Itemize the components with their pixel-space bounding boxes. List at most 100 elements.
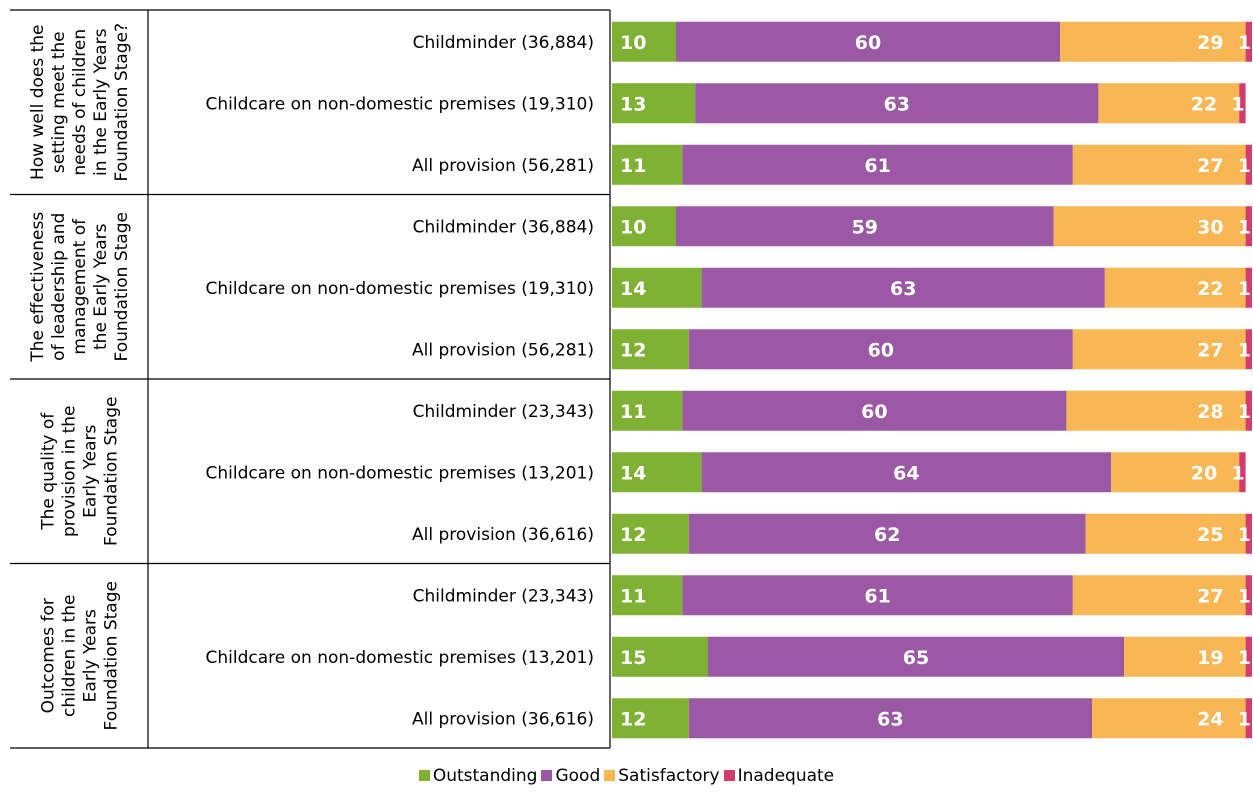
row-label: Childminder (36,884) bbox=[413, 217, 594, 237]
bar-segment-inadequate bbox=[1245, 144, 1252, 185]
legend-label: Inadequate bbox=[737, 766, 835, 786]
bar-segment-inadequate bbox=[1245, 206, 1252, 247]
row-label: All provision (56,281) bbox=[412, 156, 594, 176]
data-label: 1 bbox=[1238, 585, 1251, 607]
data-label: 12 bbox=[620, 708, 646, 730]
data-label: 12 bbox=[620, 524, 646, 546]
data-label: 27 bbox=[1197, 339, 1223, 361]
bar-segment-inadequate bbox=[1245, 21, 1252, 62]
data-label: 29 bbox=[1197, 32, 1223, 54]
data-label: 24 bbox=[1197, 708, 1223, 730]
group-label: Outcomes forchildren in theEarly YearsFo… bbox=[39, 581, 122, 730]
legend-item: Satisfactory bbox=[604, 766, 720, 786]
data-label: 11 bbox=[620, 155, 646, 177]
data-label: 20 bbox=[1191, 462, 1217, 484]
bar-segment-outstanding bbox=[612, 267, 702, 308]
data-label: 1 bbox=[1231, 462, 1244, 484]
group-label-line: Outcomes for bbox=[39, 598, 59, 713]
bar-segment-outstanding bbox=[612, 513, 689, 554]
data-label: 1 bbox=[1238, 524, 1251, 546]
bar-segment-satisfactory bbox=[1060, 21, 1246, 62]
chart-legend: Outstanding Good Satisfactory Inadequate bbox=[0, 766, 1253, 793]
legend-item: Good bbox=[541, 766, 600, 786]
group-label-line: needs of children bbox=[70, 29, 90, 176]
bar-segment-outstanding bbox=[612, 452, 702, 493]
group-label-line: of leadership and bbox=[49, 213, 69, 361]
bar-segment-good bbox=[682, 575, 1073, 616]
data-label: 64 bbox=[893, 462, 919, 484]
bar-segment-good bbox=[682, 390, 1067, 431]
bar-segment-outstanding bbox=[612, 206, 676, 247]
bar-segment-inadequate bbox=[1245, 513, 1252, 554]
group-label-line: the Early Years bbox=[91, 223, 111, 350]
bar-segment-satisfactory bbox=[1066, 390, 1246, 431]
legend-item: Outstanding bbox=[418, 766, 538, 786]
row-label: All provision (36,616) bbox=[412, 525, 594, 545]
bar-segment-good bbox=[701, 452, 1112, 493]
data-label: 1 bbox=[1231, 93, 1244, 115]
bar-segment-good bbox=[682, 144, 1073, 185]
bar-segment-inadequate bbox=[1245, 390, 1252, 431]
bar-segment-inadequate bbox=[1239, 452, 1246, 493]
group-label-line: management of bbox=[70, 218, 90, 355]
data-label: 22 bbox=[1191, 93, 1217, 115]
row-label: Childcare on non-domestic premises (19,3… bbox=[206, 94, 594, 114]
bar-segment-satisfactory bbox=[1098, 83, 1240, 124]
bar-segment-outstanding bbox=[612, 329, 689, 370]
data-label: 1 bbox=[1238, 155, 1251, 177]
data-label: 15 bbox=[620, 647, 646, 669]
bar-segment-inadequate bbox=[1239, 83, 1246, 124]
legend-label: Good bbox=[555, 766, 601, 786]
row-label: Childminder (36,884) bbox=[413, 33, 594, 53]
data-label: 1 bbox=[1238, 278, 1251, 300]
data-label: 1 bbox=[1238, 216, 1251, 238]
group-label-line: Early Years bbox=[81, 425, 101, 518]
bar-segment-satisfactory bbox=[1072, 144, 1246, 185]
bar-segment-inadequate bbox=[1245, 575, 1252, 616]
data-label: 1 bbox=[1238, 32, 1251, 54]
bar-segment-outstanding bbox=[612, 390, 683, 431]
group-label-line: Foundation Stage? bbox=[112, 23, 132, 181]
bar-segment-good bbox=[688, 329, 1073, 370]
legend-item: Inadequate bbox=[723, 766, 835, 786]
data-label: 59 bbox=[852, 216, 878, 238]
row-label: Childcare on non-domestic premises (19,3… bbox=[206, 279, 594, 299]
data-label: 62 bbox=[874, 524, 900, 546]
data-label: 1 bbox=[1238, 339, 1251, 361]
data-label: 12 bbox=[620, 339, 646, 361]
data-label: 30 bbox=[1197, 216, 1223, 238]
data-label: 63 bbox=[877, 708, 903, 730]
bar-segment-outstanding bbox=[612, 144, 683, 185]
data-label: 1 bbox=[1238, 401, 1251, 423]
legend-swatch bbox=[418, 770, 430, 781]
data-label: 60 bbox=[868, 339, 894, 361]
data-label: 63 bbox=[890, 278, 916, 300]
bar-segment-good bbox=[676, 21, 1060, 62]
data-label: 19 bbox=[1197, 647, 1223, 669]
group-label-line: The effectiveness bbox=[28, 212, 48, 363]
stacked-bar-chart: How well does thesetting meet theneeds o… bbox=[10, 9, 1252, 749]
data-label: 11 bbox=[620, 401, 646, 423]
bar-segment-outstanding bbox=[612, 21, 676, 62]
legend-label: Outstanding bbox=[432, 766, 538, 786]
group-label-line: Foundation Stage bbox=[112, 212, 132, 361]
row-label: All provision (36,616) bbox=[412, 709, 594, 729]
data-label: 25 bbox=[1197, 524, 1223, 546]
bar-segment-satisfactory bbox=[1085, 513, 1246, 554]
data-label: 14 bbox=[620, 278, 646, 300]
group-label: The quality ofprovision in theEarly Year… bbox=[39, 397, 122, 546]
bar-segment-satisfactory bbox=[1072, 575, 1246, 616]
bar-segment-good bbox=[688, 513, 1086, 554]
bar-segment-outstanding bbox=[612, 636, 708, 677]
group-label: The effectivenessof leadership andmanage… bbox=[28, 212, 132, 363]
row-label: Childcare on non-domestic premises (13,2… bbox=[206, 648, 594, 668]
bar-segment-inadequate bbox=[1245, 329, 1252, 370]
group-label: How well does thesetting meet theneeds o… bbox=[28, 23, 132, 181]
data-label: 60 bbox=[855, 32, 881, 54]
data-label: 27 bbox=[1197, 155, 1223, 177]
row-label: All provision (56,281) bbox=[412, 340, 594, 360]
bar-segment-satisfactory bbox=[1053, 206, 1246, 247]
bar-segment-outstanding bbox=[612, 575, 683, 616]
data-label: 27 bbox=[1197, 585, 1223, 607]
bar-segment-inadequate bbox=[1245, 267, 1252, 308]
